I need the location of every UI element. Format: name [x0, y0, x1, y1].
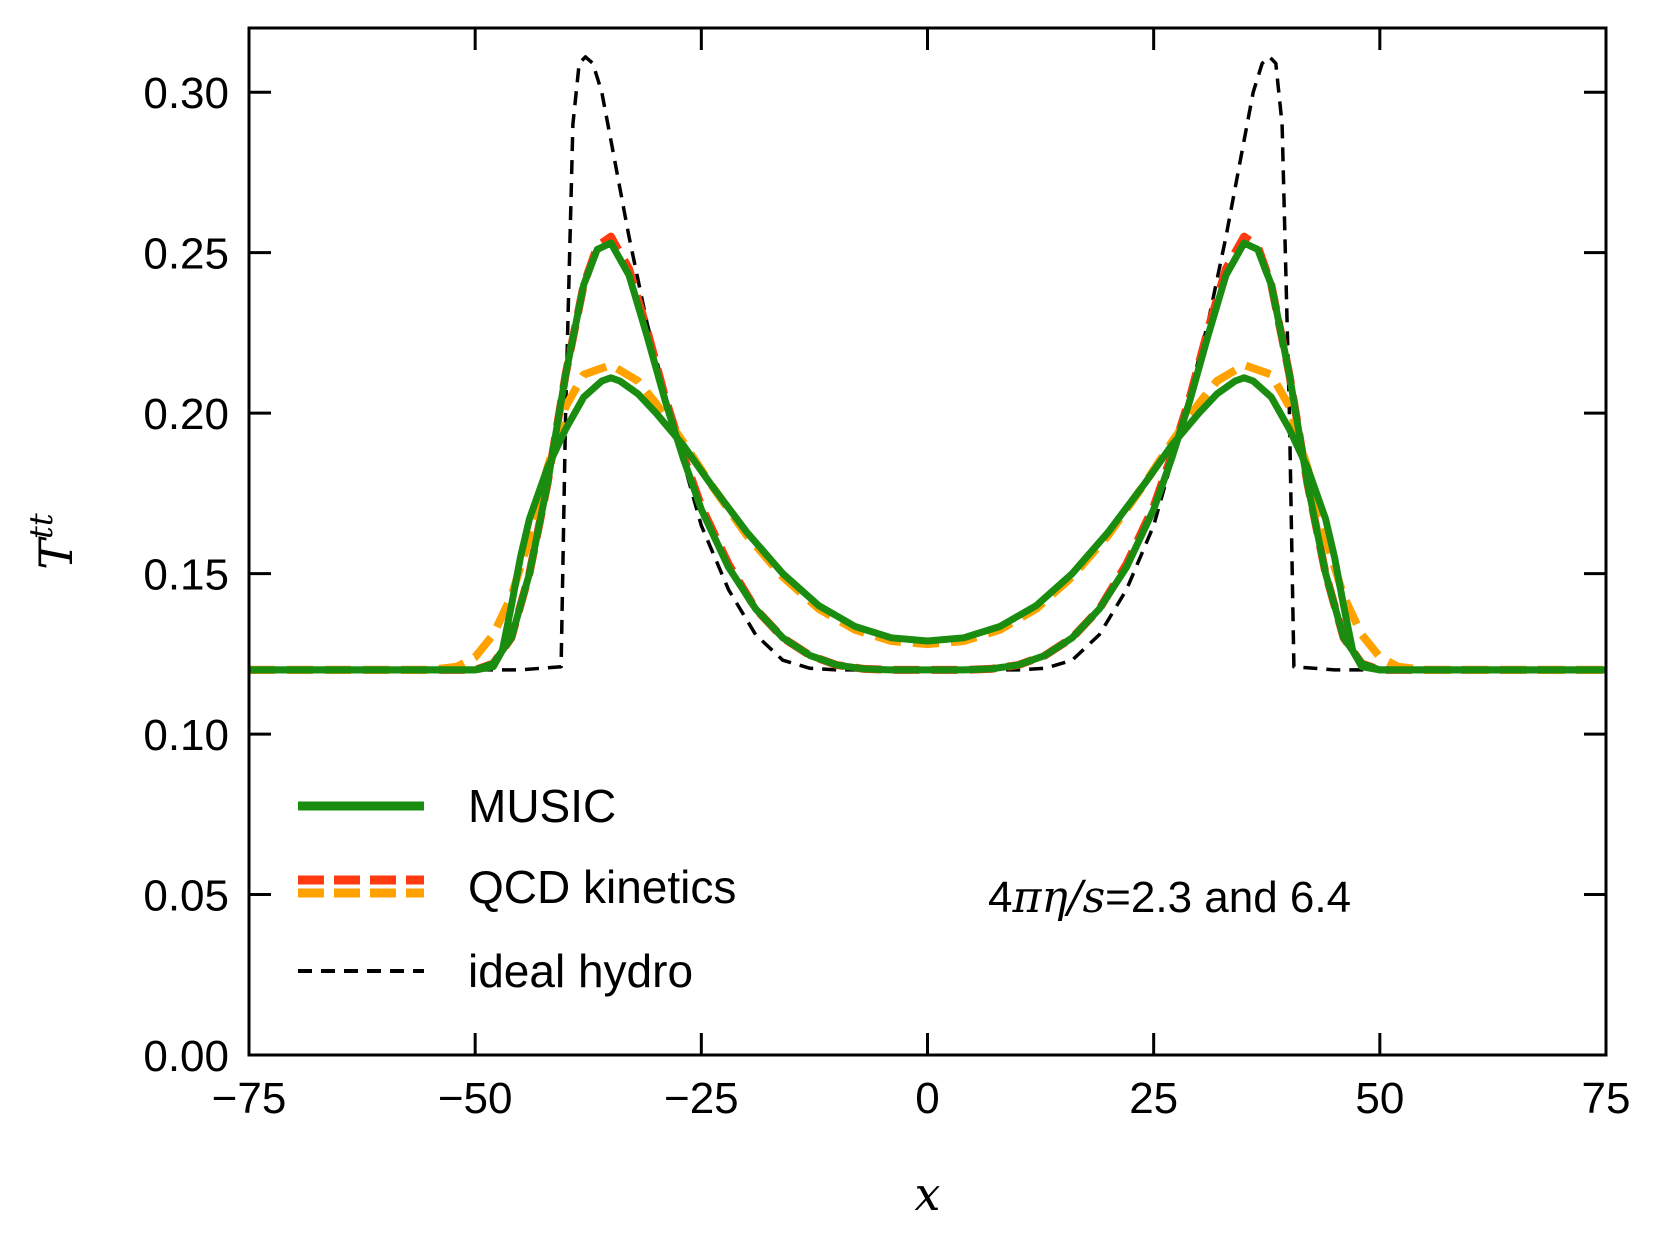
annotation-suffix: =2.3 and 6.4: [1105, 873, 1351, 922]
x-tick-label: −75: [212, 1074, 287, 1123]
series-line-music-4-s-2-3: [249, 239, 1606, 674]
y-tick-labels: 0.00 0.05 0.10 0.15 0.20 0.25 0.30: [143, 69, 229, 1081]
x-tick-label: −25: [664, 1074, 739, 1123]
viscosity-annotation: 4πη/s=2.3 and 6.4: [988, 872, 1351, 923]
y-tick-label: 0.00: [143, 1032, 229, 1081]
y-axis-label: Ttt: [22, 513, 83, 570]
x-tick-label: −50: [438, 1074, 513, 1123]
y-axis-label-superscript: tt: [22, 513, 60, 539]
legend-label-ideal-hydro: ideal hydro: [468, 945, 693, 997]
y-tick-label: 0.25: [143, 230, 229, 279]
plot-series: [249, 55, 1606, 674]
annotation-prefix: 4: [988, 873, 1012, 922]
y-tick-label: 0.15: [143, 551, 229, 600]
legend: MUSIC QCD kinetics ideal hydro: [298, 780, 736, 997]
y-tick-label: 0.10: [143, 711, 229, 760]
y-tick-label: 0.20: [143, 390, 229, 439]
y-axis-label-main: T: [29, 536, 83, 570]
x-tick-label: 0: [915, 1074, 939, 1123]
x-tick-labels: −75 −50 −25 0 25 50 75: [212, 1074, 1631, 1123]
plot-frame: [247, 26, 1608, 1057]
x-tick-label: 75: [1582, 1074, 1631, 1123]
x-tick-label: 25: [1129, 1074, 1178, 1123]
y-tick-label: 0.05: [143, 872, 229, 921]
y-tick-label: 0.30: [143, 69, 229, 118]
series-line-music-4-s-6-4: [249, 374, 1606, 674]
legend-label-qcd-kinetics: QCD kinetics: [468, 861, 736, 913]
legend-label-music: MUSIC: [468, 780, 616, 832]
x-axis-label: x: [915, 1167, 941, 1221]
annotation-math: πη/s: [1011, 872, 1105, 923]
x-tick-label: 50: [1355, 1074, 1404, 1123]
